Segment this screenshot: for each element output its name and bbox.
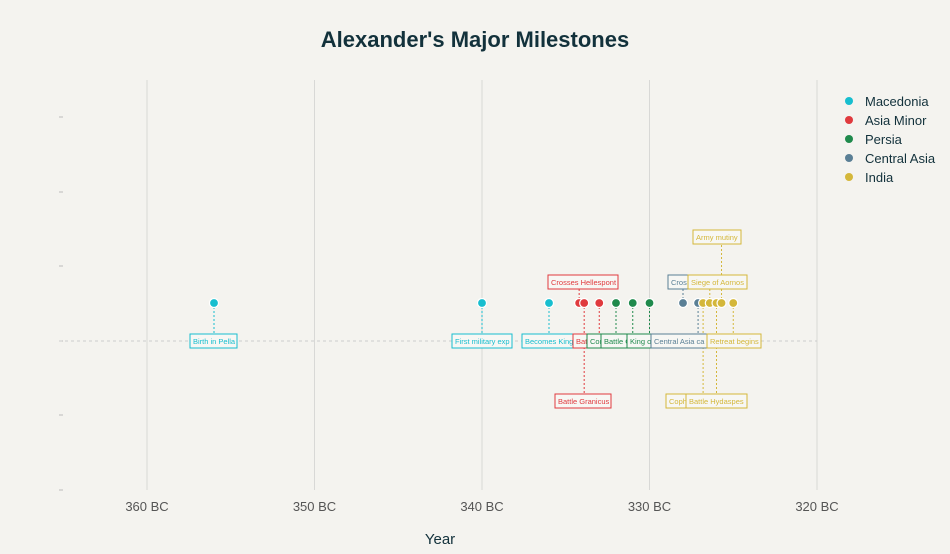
label-text: Crosses Hellespont — [551, 278, 617, 287]
legend-marker — [845, 154, 853, 162]
label-text: Army mutiny — [696, 233, 738, 242]
label-text: Battle Hydaspes — [689, 397, 744, 406]
label-text: First military exp — [455, 337, 510, 346]
legend-marker — [845, 97, 853, 105]
event-label: Birth in Pella — [189, 333, 238, 349]
x-axis-label: Year — [425, 531, 455, 548]
label-box — [687, 274, 748, 290]
event-label: Battle Granicus — [554, 393, 612, 409]
chart-title: Alexander's Major Milestones — [321, 27, 629, 52]
legend-label: Persia — [865, 132, 903, 147]
event-point — [644, 297, 655, 309]
label-box — [706, 333, 762, 349]
label-text: Bat — [576, 337, 588, 346]
label-text: Siege of Aornos — [691, 278, 744, 287]
event-point — [610, 297, 622, 309]
label-text: Retreat begins — [710, 337, 759, 346]
label-text: King o — [630, 337, 651, 346]
event-label: Army mutiny — [692, 229, 742, 245]
x-tick-label: 320 BC — [795, 499, 838, 514]
x-tick-label: 330 BC — [628, 499, 671, 514]
event-point — [208, 297, 220, 309]
label-text: Becomes King — [525, 337, 573, 346]
event-point — [476, 297, 488, 309]
event-point — [728, 297, 739, 309]
event-label: King o — [626, 333, 652, 349]
legend-label: India — [865, 170, 894, 185]
x-tick-label: 350 BC — [293, 499, 336, 514]
event-label: Becomes King — [521, 333, 575, 349]
event-point — [579, 297, 590, 309]
event-label: Con — [586, 333, 604, 349]
event-label: Central Asia ca — [650, 333, 708, 349]
legend-label: Macedonia — [865, 94, 929, 109]
event-label: Battle Hydaspes — [685, 393, 748, 409]
label-box — [189, 333, 238, 349]
event-label: Cros — [667, 274, 689, 290]
event-point — [594, 297, 605, 309]
label-box — [685, 393, 748, 409]
label-text: Central Asia ca — [654, 337, 705, 346]
event-point — [627, 297, 638, 309]
event-label: Bat — [572, 333, 589, 349]
event-label: Retreat begins — [706, 333, 762, 349]
event-point — [543, 297, 555, 309]
label-box — [547, 274, 619, 290]
x-tick-label: 340 BC — [460, 499, 503, 514]
legend-label: Asia Minor — [865, 113, 927, 128]
event-label: Siege of Aornos — [687, 274, 748, 290]
legend-label: Central Asia — [865, 151, 936, 166]
legend-marker — [845, 116, 853, 124]
label-text: Con — [590, 337, 604, 346]
event-label: First military exp — [451, 333, 513, 349]
label-box — [692, 229, 742, 245]
legend-marker — [845, 173, 853, 181]
x-tick-label: 360 BC — [125, 499, 168, 514]
label-text: Battle Granicus — [558, 397, 610, 406]
label-text: Birth in Pella — [193, 337, 236, 346]
event-label: Crosses Hellespont — [547, 274, 619, 290]
event-label: Coph — [665, 393, 687, 409]
label-box — [554, 393, 612, 409]
event-point — [716, 297, 727, 309]
label-text: Coph — [669, 397, 687, 406]
label-text: Battle G — [604, 337, 631, 346]
event-point — [677, 297, 689, 309]
label-box — [451, 333, 513, 349]
label-text: Cros — [671, 278, 687, 287]
legend-marker — [845, 135, 853, 143]
